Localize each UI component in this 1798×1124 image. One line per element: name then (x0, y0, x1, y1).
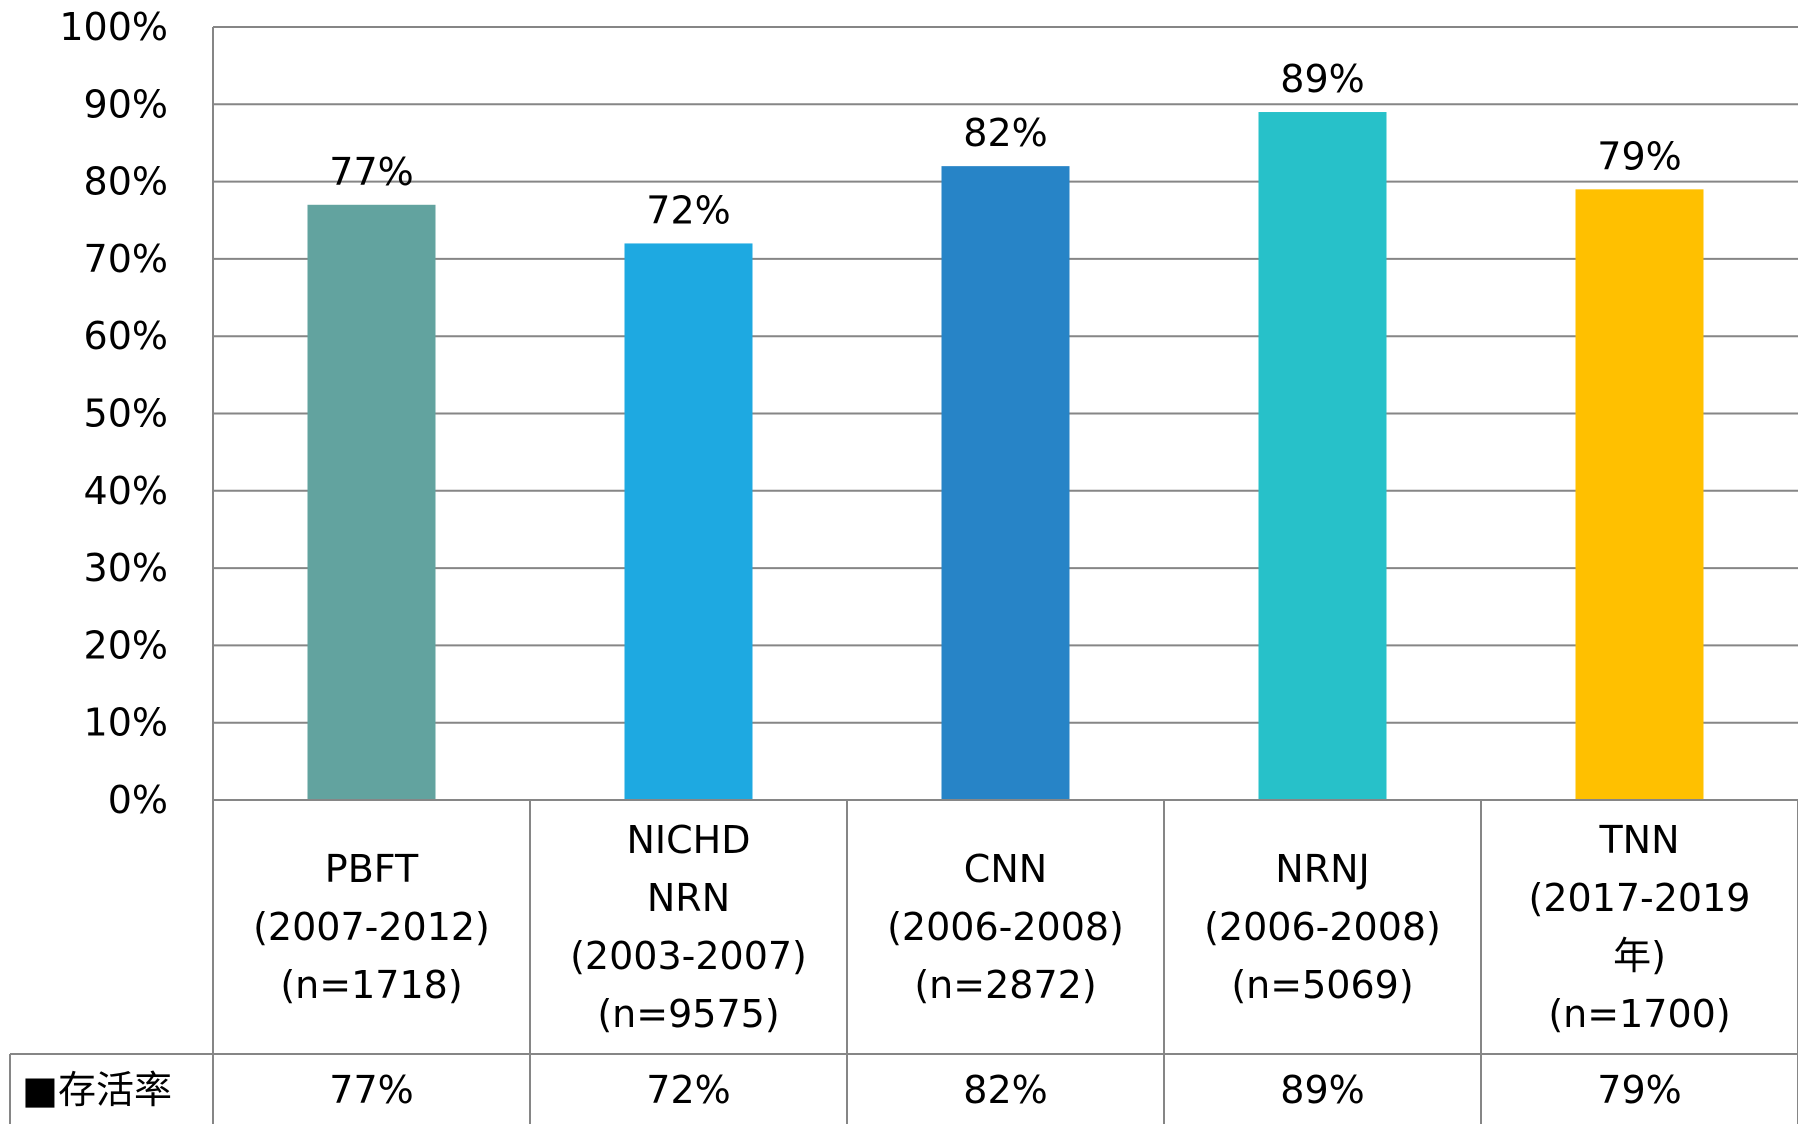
data-table: PBFT (2007-2012) (n=1718) NICHD NRN (2003-200… (9, 799, 1798, 1124)
bar-value-labels: 77% 72% 82% 89% 79% (329, 57, 1681, 232)
bars (307, 112, 1704, 801)
category-label: (2017-2019 (1529, 876, 1751, 920)
table-value-cell: 89% (1280, 1068, 1364, 1112)
y-tick-label: 40% (84, 469, 168, 513)
bar-value-label: 89% (1280, 57, 1364, 101)
category-label: (2003-2007) (570, 934, 807, 978)
bar-value-label: 82% (963, 111, 1047, 155)
legend-key-icon: ■ (22, 1068, 58, 1112)
bar (941, 166, 1070, 800)
table-value-cell: 79% (1597, 1068, 1681, 1112)
y-tick-label: 80% (84, 160, 168, 204)
category-label: (n=1718) (280, 963, 462, 1007)
category-label: (2006-2008) (1204, 905, 1441, 949)
category-label: (2006-2008) (887, 905, 1124, 949)
category-label: 年) (1613, 934, 1666, 978)
category-label: NRN (647, 876, 730, 920)
category-label: (n=5069) (1231, 963, 1413, 1007)
table-value-cell: 77% (329, 1068, 413, 1112)
bar (307, 204, 436, 801)
category-label: (n=1700) (1548, 992, 1730, 1036)
category-label: NRNJ (1275, 847, 1369, 891)
category-label: (n=2872) (914, 963, 1096, 1007)
y-tick-label: 20% (84, 623, 168, 667)
y-tick-label: 50% (84, 392, 168, 436)
bar-value-label: 79% (1597, 134, 1681, 178)
category-label: TNN (1598, 818, 1679, 862)
y-tick-label: 90% (84, 82, 168, 126)
bar (1258, 112, 1387, 800)
bar (624, 243, 753, 800)
y-tick-label: 0% (108, 778, 168, 822)
y-tick-label: 60% (84, 314, 168, 358)
table-value-cell: 82% (963, 1068, 1047, 1112)
bar-value-label: 77% (329, 150, 413, 194)
y-tick-label: 70% (84, 237, 168, 281)
category-label: PBFT (325, 847, 419, 891)
y-tick-label: 30% (84, 546, 168, 590)
y-tick-label: 10% (84, 701, 168, 745)
category-label: (n=9575) (597, 992, 779, 1036)
bar (1575, 189, 1704, 800)
category-label: (2007-2012) (253, 905, 490, 949)
y-axis: 0% 10% 20% 30% 40% 50% 60% 70% 80% 90% 100% (59, 5, 214, 822)
y-tick-label: 100% (59, 5, 168, 49)
series-name: 存活率 (58, 1068, 172, 1112)
category-label: NICHD (626, 818, 750, 862)
bar-value-label: 72% (646, 188, 730, 232)
category-label: CNN (964, 847, 1047, 891)
table-value-cell: 72% (646, 1068, 730, 1112)
